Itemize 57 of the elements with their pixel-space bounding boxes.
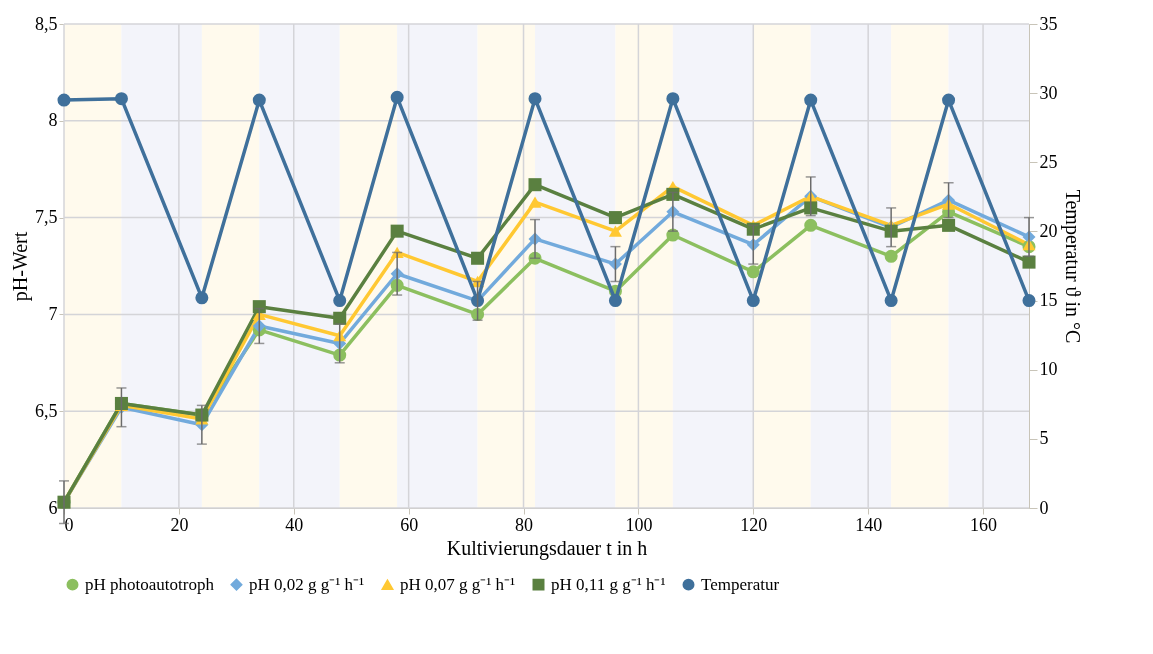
y-tick-label: 7,5 [35,207,58,228]
point [528,178,542,192]
point [195,291,209,305]
point [608,211,622,225]
point [746,294,760,308]
y-tick-label: 6 [48,497,58,518]
x-tick-label: 160 [970,514,998,535]
x-tick-label: 0 [64,514,74,535]
x-tick-label: 60 [400,514,419,535]
legend-label: pH photoautotroph [85,574,215,594]
y-tick-label: 6,5 [35,400,58,421]
point [57,93,71,107]
point [942,218,956,232]
point [608,225,622,237]
point [942,93,956,107]
point [804,201,818,215]
point [884,249,898,263]
y-tick-label: 8,5 [35,13,58,34]
point [528,92,542,106]
point [1022,255,1036,269]
legend-label: Temperatur [701,574,780,594]
point [471,251,485,265]
point [114,92,128,106]
point [1022,294,1036,308]
x-tick-label: 120 [740,514,768,535]
y2-tick-label: 0 [1039,497,1049,518]
point [333,294,347,308]
point [804,218,818,232]
y2-tick-label: 15 [1039,290,1058,311]
legend-label: pH 0,07 g g⁻¹ h⁻¹ [400,574,516,594]
y2-tick-label: 25 [1039,151,1058,172]
y2-axis-title: Temperatur ϑ in °C [1060,189,1084,344]
point [528,196,542,208]
y2-tick-label: 5 [1039,428,1049,449]
legend-label: pH 0,11 g g⁻¹ h⁻¹ [551,574,666,594]
x-tick-label: 20 [170,514,189,535]
point [390,90,404,104]
y-tick-label: 8 [48,110,58,131]
y2-tick-label: 20 [1039,220,1058,241]
point [804,93,818,107]
y2-tick-label: 30 [1039,82,1058,103]
point [746,265,760,279]
x-axis-title: Kultivierungsdauer t in h [446,536,648,560]
x-tick-label: 140 [855,514,883,535]
y2-tick-label: 35 [1039,13,1058,34]
point [390,224,404,238]
y-tick-label: 7 [48,303,58,324]
x-tick-label: 40 [285,514,304,535]
y2-tick-label: 10 [1039,359,1058,380]
point [666,92,680,106]
x-tick-label: 100 [625,514,653,535]
y-axis-title: pH-Wert [9,231,32,302]
point [252,93,266,107]
legend-label: pH 0,02 g g⁻¹ h⁻¹ [249,574,365,594]
point [884,294,898,308]
point [608,294,622,308]
x-tick-label: 80 [515,514,534,535]
